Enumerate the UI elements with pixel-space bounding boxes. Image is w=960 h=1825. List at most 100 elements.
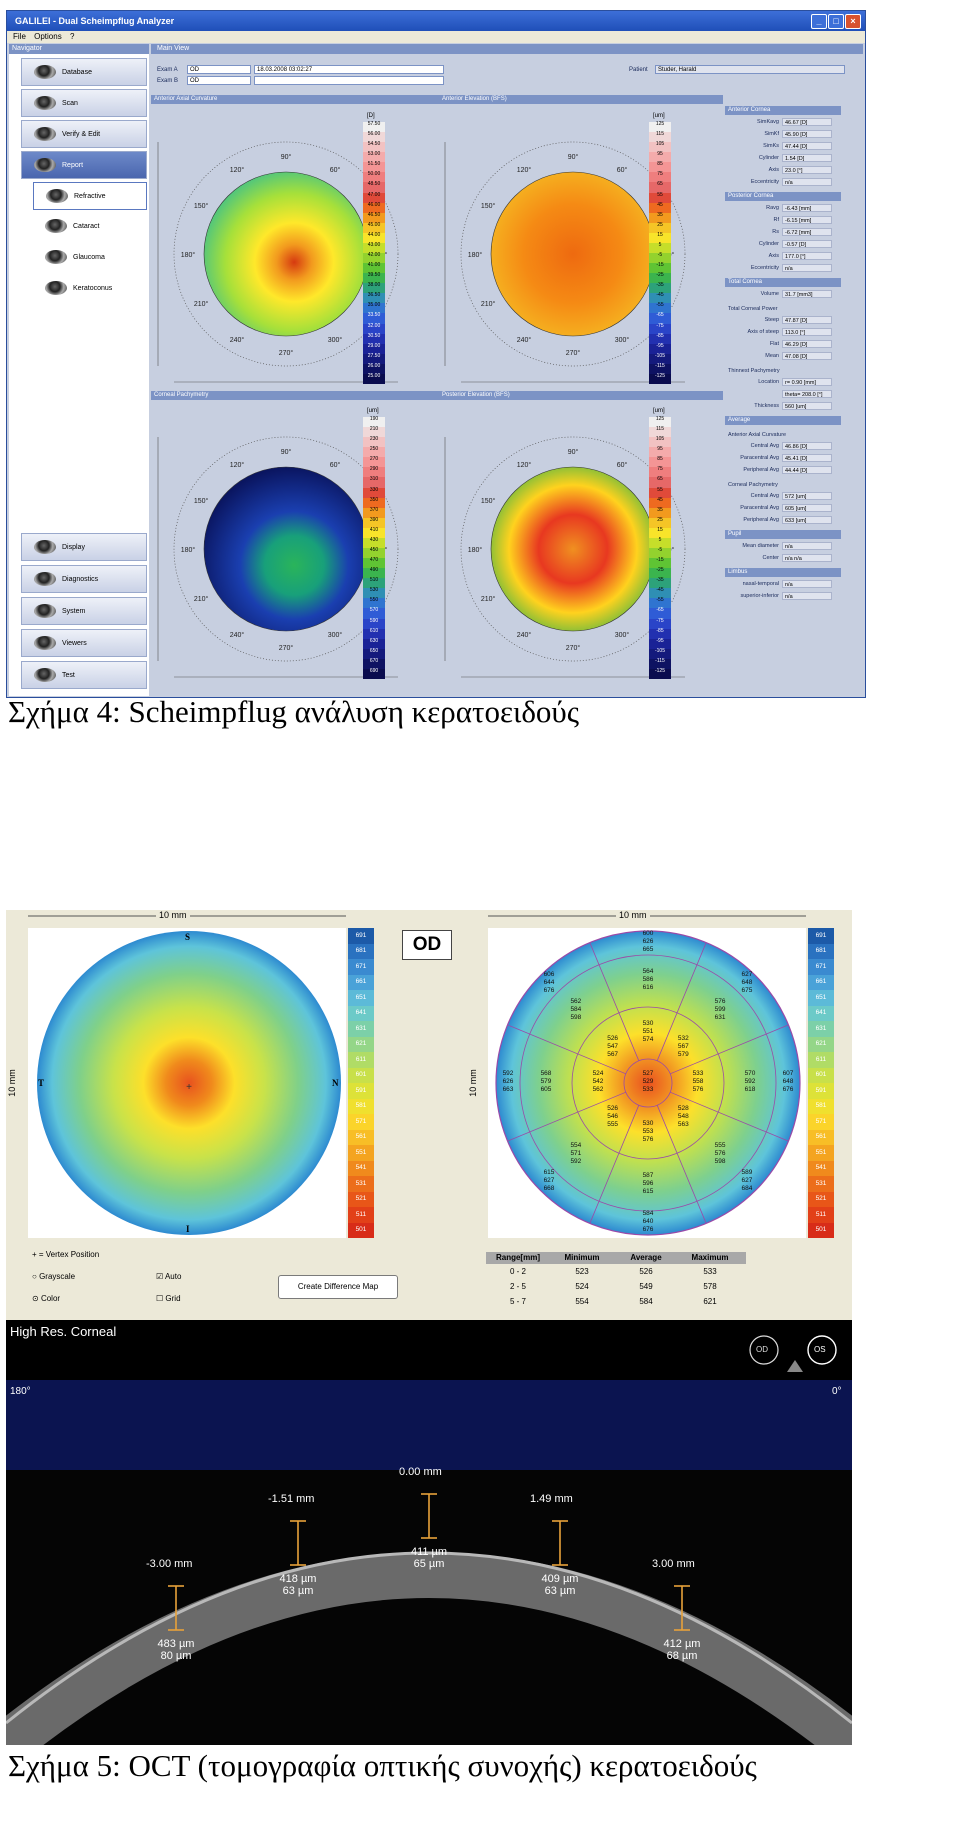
sector-number: 592: [502, 1070, 514, 1077]
radio-grayscale[interactable]: ○ Grayscale: [32, 1272, 76, 1281]
galilei-window: GALILEI - Dual Scheimpflug Analyzer _ □ …: [6, 10, 866, 698]
parameter-label: Paracentral Avg: [740, 505, 779, 511]
scale-tick: 5: [649, 537, 671, 549]
scale-tick: 44.00: [363, 232, 385, 243]
sector-number: 567: [607, 1050, 619, 1058]
scale-tick: 45: [649, 497, 671, 508]
radio-color[interactable]: ⊙ Color: [32, 1294, 61, 1303]
total-thickness: 412 µm: [663, 1638, 701, 1650]
nav-scan[interactable]: Scan: [21, 89, 147, 117]
scale-unit: [um]: [367, 408, 379, 414]
angle-label: 150°: [194, 497, 209, 505]
section-subtitle: Total Corneal Power: [728, 306, 778, 312]
nav-label: System: [62, 608, 86, 615]
scale-tick: 611: [348, 1052, 374, 1068]
measurement-thickness: 418 µm 63 µm: [272, 1573, 324, 1597]
topography-maps: 90°120°150°180°210°240°270°300°330°0°60°…: [157, 141, 686, 678]
nav-cataract[interactable]: Cataract: [33, 213, 147, 241]
parameter-row: Rf -6.15 [mm]: [725, 215, 841, 225]
parameter-value: n/a: [782, 264, 832, 272]
map-disk: [203, 171, 369, 337]
scale-tick: 370: [363, 507, 385, 518]
exam-b-comment[interactable]: [254, 76, 444, 85]
measurement-thickness: 483 µm 80 µm: [150, 1638, 202, 1662]
angle-label: 270°: [566, 644, 581, 652]
table-header-cell: Range[mm]: [495, 1253, 540, 1262]
angle-label: 240°: [517, 631, 532, 639]
nav-label: Viewers: [62, 640, 87, 647]
sector-value: 554 571 592: [565, 1142, 587, 1166]
sector-number: 567: [677, 1042, 689, 1050]
angle-label: 60°: [330, 166, 341, 174]
parameter-value: 31.7 [mm3]: [782, 290, 832, 298]
nav-database[interactable]: Database: [21, 58, 147, 86]
nav-test[interactable]: Test: [21, 661, 147, 689]
sector-number: 605: [540, 1086, 552, 1093]
eye-icon: [34, 127, 56, 142]
nav-display[interactable]: Display: [21, 533, 147, 561]
sector-number: 592: [744, 1078, 756, 1085]
parameter-value: n/a: [782, 542, 832, 550]
scale-tick: 53.00: [363, 152, 385, 163]
color-scale: [D] 57.50 56.00 54.50 53.00 51.50 50.00 48.50 47…: [363, 113, 385, 385]
nav-label: Diagnostics: [62, 576, 99, 583]
menu-file[interactable]: File: [13, 32, 26, 41]
sector-number: 618: [744, 1086, 756, 1093]
nav-diagnostics[interactable]: Diagnostics: [21, 565, 147, 593]
scale-tick: 510: [363, 578, 385, 589]
epithelial-thickness: 65 µm: [413, 1558, 445, 1570]
maximize-button[interactable]: □: [828, 14, 844, 29]
nav-verify-edit[interactable]: Verify & Edit: [21, 120, 147, 148]
sector-value: 526 547 567: [602, 1035, 624, 1059]
section-header: Pupil: [725, 530, 841, 539]
sector-value: 600 626 665: [637, 930, 659, 954]
od-toggle[interactable]: OD: [756, 1345, 768, 1354]
close-button[interactable]: ×: [845, 14, 861, 29]
scale-tick: 570: [363, 608, 385, 619]
sector-value: 584 640 676: [637, 1210, 659, 1234]
nav-keratoconus[interactable]: Keratoconus: [33, 275, 147, 303]
table-cell: 0 - 2: [509, 1267, 526, 1276]
eye-icon: [34, 65, 56, 80]
nav-refractive[interactable]: Refractive: [33, 182, 147, 210]
color-scale: [um] 190 210 230 250 270 290 310 330 350 370 390 410…: [363, 408, 385, 680]
nav-glaucoma[interactable]: Glaucoma: [33, 244, 147, 272]
menu-options[interactable]: Options: [34, 32, 62, 41]
parameter-row: superior-inferior n/a: [725, 591, 841, 601]
angle-label: 0°: [668, 251, 675, 259]
scale-tick: 591: [808, 1083, 834, 1099]
scale-tick: 541: [808, 1160, 834, 1176]
nav-report[interactable]: Report: [21, 151, 147, 179]
create-difference-map-button[interactable]: Create Difference Map: [278, 1275, 398, 1299]
oct-pachymetry-panel: + 10 mm 10 mm S I T N 691 681 671 661 651 641…: [6, 910, 852, 1346]
scale-tick: 43.00: [363, 242, 385, 254]
minimize-button[interactable]: _: [811, 14, 827, 29]
scale-tick: 270: [363, 457, 385, 468]
scale-tick: 530: [363, 588, 385, 599]
nav-system[interactable]: System: [21, 597, 147, 625]
bscan-title: High Res. Corneal: [10, 1324, 117, 1339]
sector-number: 644: [543, 979, 555, 986]
scale-tick: 550: [363, 598, 385, 609]
section-header: Total Cornea: [725, 278, 841, 287]
exam-b-select[interactable]: OD: [187, 76, 251, 85]
parameter-label: Peripheral Avg: [743, 517, 779, 523]
nav-viewers[interactable]: Viewers: [21, 629, 147, 657]
os-toggle[interactable]: OS: [814, 1345, 826, 1354]
table-cell: 523: [575, 1267, 589, 1276]
checkbox-grid[interactable]: ☐ Grid: [156, 1294, 181, 1303]
sector-number: 533: [692, 1070, 704, 1077]
parameter-value: 46.29 [D]: [782, 340, 832, 348]
radio-grayscale-label: Grayscale: [39, 1272, 76, 1281]
parameter-value: n/a: [782, 580, 832, 588]
parameter-row: Steep 47.87 [D]: [725, 315, 841, 325]
exam-a-field[interactable]: OD: [187, 65, 251, 74]
angle-label: 90°: [281, 153, 292, 161]
section-header: Anterior Cornea: [725, 106, 841, 115]
svg-text:+: +: [186, 1082, 192, 1093]
scale-tick: 691: [808, 928, 834, 944]
scale-tick: 681: [808, 943, 834, 959]
checkbox-auto[interactable]: ☑ Auto: [156, 1272, 182, 1281]
menu-help[interactable]: ?: [69, 32, 75, 41]
sector-number: 554: [570, 1142, 582, 1150]
